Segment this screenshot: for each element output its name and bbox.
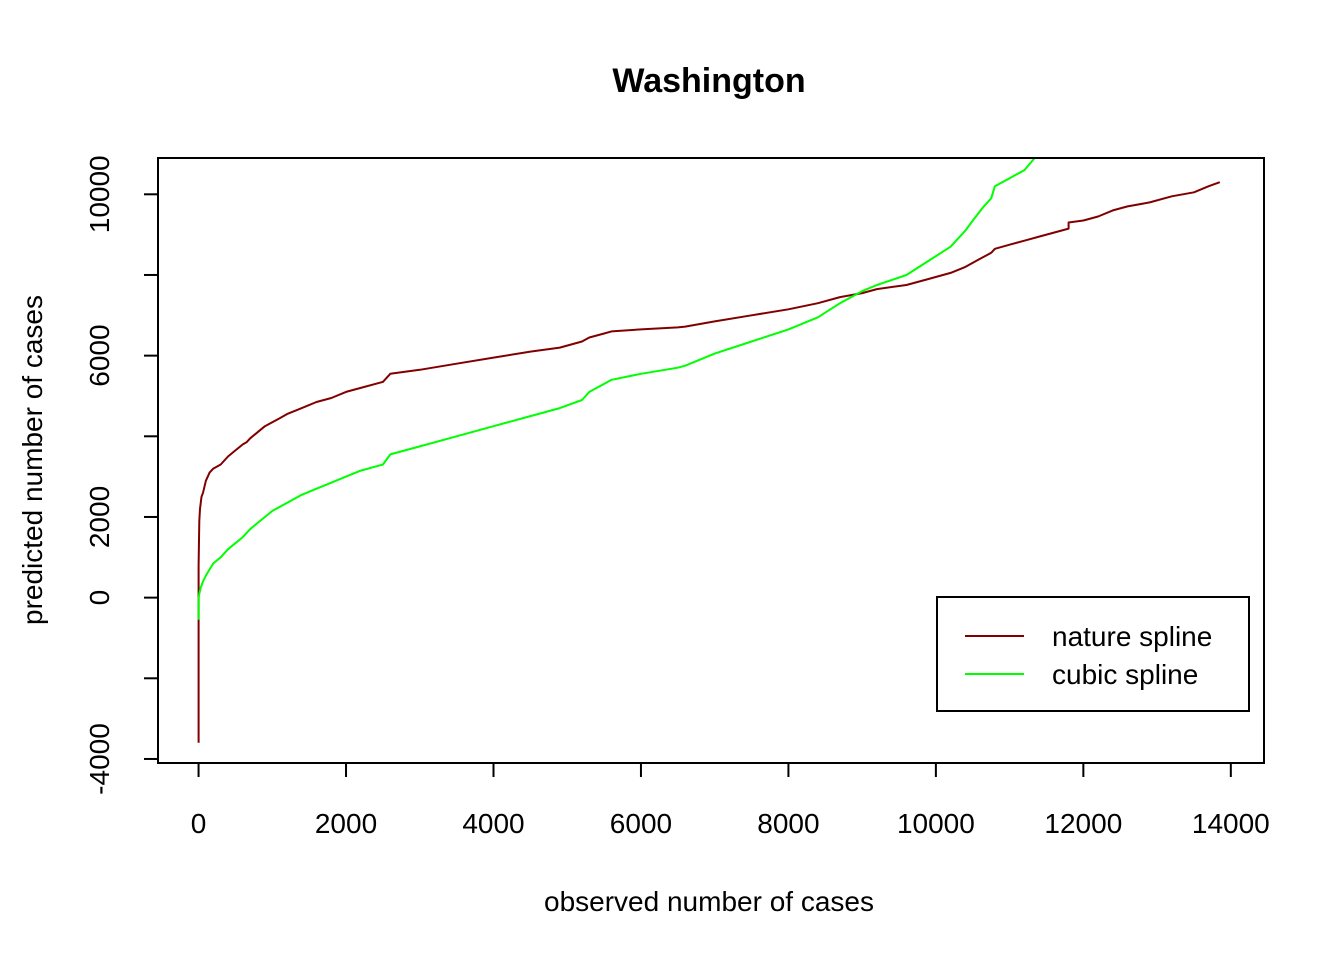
legend: nature spline cubic spline xyxy=(936,596,1250,712)
series-line-nature-spline xyxy=(197,181,1221,743)
chart-title: Washington xyxy=(612,62,805,100)
y-tick-label: 0 xyxy=(84,590,115,606)
y-tick-label: 6000 xyxy=(84,324,115,386)
series-layer xyxy=(197,159,1221,743)
legend-label-nature-spline: nature spline xyxy=(1052,621,1212,652)
x-tick-label: 10000 xyxy=(897,808,975,839)
y-tick-label: 10000 xyxy=(84,155,115,233)
x-tick-label: 4000 xyxy=(462,808,524,839)
series-line-cubic-spline xyxy=(197,159,1036,620)
legend-box xyxy=(936,596,1250,712)
y-axis: -4000 0 2000 6000 10000 xyxy=(84,155,159,795)
x-tick-label: 6000 xyxy=(610,808,672,839)
x-tick-label: 0 xyxy=(191,808,207,839)
x-axis-label: observed number of cases xyxy=(544,886,874,917)
x-tick-label: 14000 xyxy=(1192,808,1270,839)
legend-label-cubic-spline: cubic spline xyxy=(1052,659,1198,690)
x-tick-label: 12000 xyxy=(1044,808,1122,839)
x-tick-label: 8000 xyxy=(757,808,819,839)
y-tick-label: -4000 xyxy=(84,723,115,795)
x-axis: 0 2000 4000 6000 8000 10000 12000 14000 xyxy=(191,762,1270,839)
y-axis-label: predicted number of cases xyxy=(17,295,48,625)
y-tick-label: 2000 xyxy=(84,486,115,548)
x-tick-label: 2000 xyxy=(315,808,377,839)
